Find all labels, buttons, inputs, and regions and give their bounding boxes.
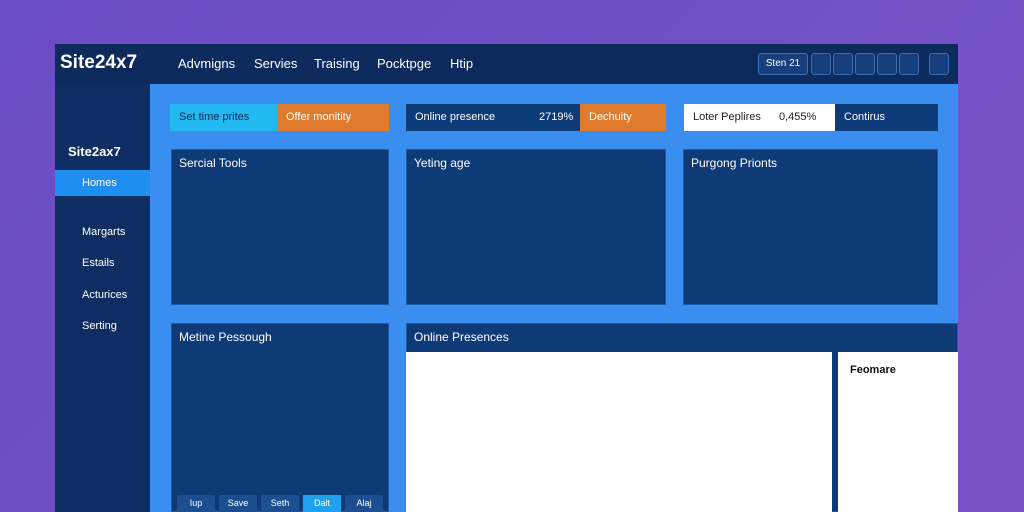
panel <box>171 323 389 512</box>
button[interactable]: Dalt <box>303 495 341 512</box>
toolbar-button[interactable]: Set time prites <box>170 104 277 131</box>
sidebar-title: Site2ax7 <box>68 144 121 159</box>
panel-title: Metine Pessough <box>179 330 272 344</box>
panel-title: Online Presences <box>414 330 509 344</box>
toolbar-button[interactable]: Loter Peplires <box>684 104 770 131</box>
nav-link[interactable]: Traising <box>314 56 360 71</box>
panel-title: Yeting age <box>414 156 471 170</box>
donut-card <box>838 352 958 512</box>
nav-link[interactable]: Servies <box>254 56 298 71</box>
toolbar-button[interactable]: 0,455% <box>770 104 835 131</box>
sidebar <box>55 84 150 512</box>
brand: Site24x7 <box>60 52 138 73</box>
account-button[interactable]: Sten 21 <box>758 53 808 75</box>
icon-button[interactable] <box>833 53 853 75</box>
toolbar-button[interactable]: Offer monitity <box>277 104 389 131</box>
icon-button[interactable] <box>877 53 897 75</box>
nav-link[interactable]: Advmigns <box>178 56 236 71</box>
toolbar-button[interactable]: Dechuity <box>580 104 666 131</box>
toolbar-button[interactable]: 2719% <box>530 104 580 131</box>
icon-button[interactable] <box>855 53 875 75</box>
button[interactable]: Alaj <box>345 495 383 512</box>
nav-link[interactable]: Pocktpge <box>377 56 432 71</box>
table <box>406 352 832 512</box>
sidebar-item[interactable]: Estails <box>82 257 115 269</box>
sidebar-item[interactable]: Acturices <box>82 289 128 301</box>
sidebar-item[interactable]: Homes <box>55 170 150 196</box>
panel-title: Purgong Prionts <box>691 156 778 170</box>
toolbar-button[interactable]: Contirus <box>835 104 938 131</box>
panel <box>406 149 666 305</box>
button[interactable]: Seth <box>261 495 299 512</box>
sidebar-item[interactable]: Serting <box>82 320 117 332</box>
icon-button[interactable] <box>899 53 919 75</box>
button[interactable]: Save <box>219 495 257 512</box>
button[interactable]: Iup <box>177 495 215 512</box>
toolbar-button[interactable]: Online presence <box>406 104 530 131</box>
sidebar-item[interactable]: Margarts <box>82 226 126 238</box>
panel <box>683 149 938 305</box>
nav-link[interactable]: Htip <box>450 56 474 71</box>
icon-button[interactable] <box>811 53 831 75</box>
panel-title: Sercial Tools <box>179 156 247 170</box>
donut-title: Feomare <box>850 364 896 376</box>
icon-button[interactable] <box>929 53 949 75</box>
panel <box>171 149 389 305</box>
